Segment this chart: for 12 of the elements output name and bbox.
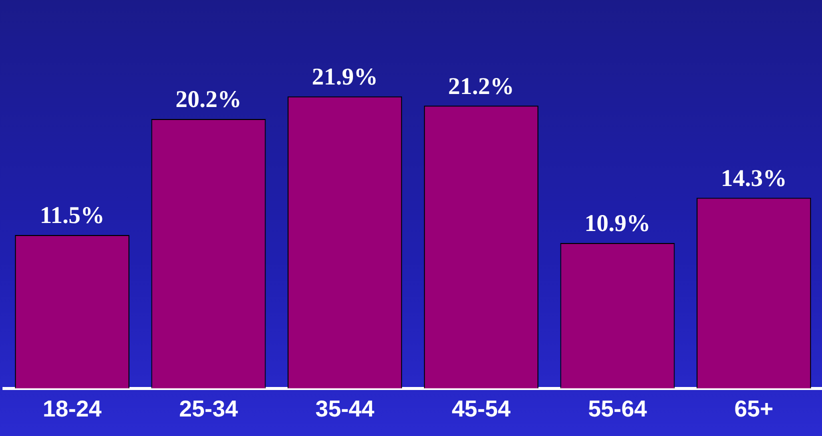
x-tick-label: 18-24	[42, 396, 102, 422]
data-label: 10.9%	[584, 211, 650, 238]
x-tick-label: 65+	[734, 396, 774, 422]
x-tick-label: 55-64	[588, 396, 648, 422]
x-tick-label: 35-44	[315, 396, 374, 422]
data-label: 20.2%	[176, 87, 242, 114]
x-tick-label: 25-34	[179, 396, 238, 422]
data-label: 21.2%	[448, 74, 514, 100]
x-tick-label: 45-54	[452, 396, 511, 422]
data-label: 11.5%	[40, 203, 105, 230]
data-label: 14.3%	[720, 166, 787, 192]
data-label: 21.9%	[312, 64, 378, 91]
